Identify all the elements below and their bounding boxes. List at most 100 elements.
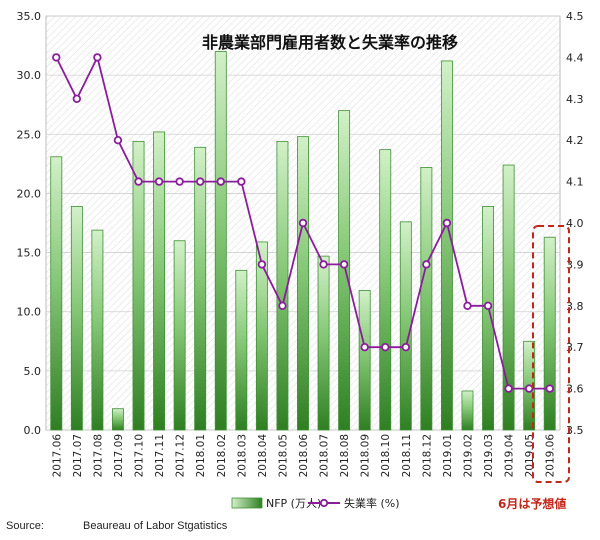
x-tick-label: 2018.08 [339,434,351,477]
unemployment-point [401,343,410,352]
x-tick-label: 2018.09 [360,434,372,477]
legend-swatch-nfp [231,497,263,509]
unemployment-point [216,177,225,186]
chart-title: 非農業部門雇用者数と失業率の推移 [202,33,458,52]
unemployment-point [175,177,184,186]
unemployment-point [483,301,493,310]
nfp-bar [194,146,207,431]
annotation-forecast: 6月は予想値 [498,496,566,511]
right-tick-label: 4.0 [566,217,584,230]
unemployment-point [422,260,431,269]
right-tick-label: 4.1 [566,176,584,189]
nfp-bars [50,51,556,431]
nfp-bar [50,156,63,431]
nfp-bar [461,390,474,431]
left-axis-ticks: 0.0 5.0 10.0 15.0 20.0 25.0 30.0 35.0 [17,10,42,437]
x-tick-label: 2017.09 [113,434,125,477]
left-tick-label: 0.0 [24,424,42,437]
nfp-bar [255,241,268,431]
x-tick-label: 2018.04 [257,434,269,478]
unemployment-point [298,218,308,228]
nfp-bar [112,408,124,431]
legend-label-rate: 失業率 (%) [344,496,400,510]
x-tick-label: 2018.10 [380,434,392,477]
nfp-bar [70,206,83,431]
x-axis-ticks: 2017.06 2017.07 2017.08 2017.09 2017.10 2017.… [51,434,556,478]
left-tick-label: 25.0 [17,128,42,141]
x-tick-label: 2017.10 [134,434,146,477]
highlight-box [532,225,570,483]
unemployment-line [52,53,554,393]
nfp-bar [317,255,330,431]
x-tick-label: 2017.06 [51,434,63,478]
right-tick-label: 3.6 [566,383,584,396]
nfp-bar [297,136,309,431]
unemployment-point [237,177,246,186]
unemployment-point [257,260,267,269]
right-axis-ticks: 3.5 3.6 3.7 3.8 3.9 4.0 4.1 4.2 4.3 4.4 4.5 [566,10,584,437]
left-tick-label: 30.0 [17,69,42,82]
right-tick-label: 3.7 [566,341,584,354]
x-tick-label: 2017.11 [154,434,166,477]
x-tick-label: 2018.12 [421,434,433,477]
unemployment-point [52,53,61,62]
unemployment-point [339,260,349,269]
x-tick-label: 2019.05 [524,434,536,477]
x-tick-label: 2018.02 [216,434,228,477]
nfp-bar [132,140,145,431]
right-tick-label: 4.2 [566,134,584,147]
left-tick-label: 15.0 [17,247,42,260]
unemployment-point [504,384,513,393]
right-tick-label: 4.5 [566,10,584,23]
x-tick-label: 2017.12 [175,434,187,477]
left-tick-label: 20.0 [17,187,42,200]
nfp-bar [235,269,248,431]
x-tick-label: 2019.01 [442,434,454,477]
unemployment-point [134,177,143,186]
nfp-bar [502,164,515,431]
nfp-bar [173,240,186,431]
x-tick-label: 2018.06 [298,434,310,478]
unemployment-point [154,177,164,186]
unemployment-point [195,177,205,186]
right-tick-label: 3.8 [566,300,584,313]
nfp-bar [153,131,166,431]
nfp-bar [214,51,227,431]
left-tick-label: 35.0 [17,10,42,23]
x-tick-label: 2019.02 [462,434,474,477]
unemployment-point [442,218,452,228]
nfp-bar [543,236,556,431]
nfp-bar [440,60,453,431]
right-tick-label: 4.3 [566,93,584,106]
nfp-bar [338,110,351,431]
right-tick-label: 4.4 [566,51,584,64]
unemployment-point [463,301,472,310]
source-value: Beaureau of Labor Stgatistics [82,520,228,532]
x-tick-label: 2018.11 [401,434,413,477]
unemployment-point [72,94,82,103]
legend: NFP (万人) 失業率 (%) [231,496,400,510]
right-tick-label: 3.5 [566,424,584,437]
x-tick-label: 2019.06 [545,434,557,478]
legend-marker-rate [319,498,329,508]
x-tick-label: 2018.07 [319,434,331,477]
nfp-bar [420,167,433,431]
x-tick-label: 2018.05 [277,434,289,477]
x-tick-label: 2019.03 [483,434,495,477]
right-tick-label: 3.9 [566,258,584,271]
nfp-bar [358,290,371,431]
unemployment-point [93,53,102,62]
source-label: Source: [6,520,44,532]
x-tick-label: 2018.03 [236,434,248,477]
left-tick-label: 5.0 [24,365,42,378]
unemployment-point [278,301,287,310]
unemployment-point [319,260,328,269]
nfp-bar [379,149,392,431]
unemployment-point [524,384,534,393]
unemployment-point [381,343,390,352]
x-tick-label: 2018.01 [195,434,207,477]
x-tick-label: 2017.07 [72,434,84,477]
left-tick-label: 10.0 [17,306,42,319]
legend-label-nfp: NFP (万人) [266,497,321,510]
